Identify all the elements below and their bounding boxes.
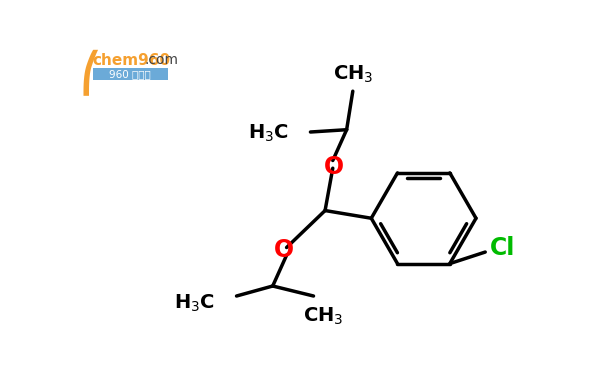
Text: chem960: chem960 bbox=[93, 53, 171, 68]
Text: CH$_3$: CH$_3$ bbox=[333, 64, 374, 85]
Text: ⎛: ⎛ bbox=[81, 50, 100, 96]
Text: Cl: Cl bbox=[490, 236, 515, 260]
Text: H$_3$C: H$_3$C bbox=[174, 293, 215, 314]
Text: O: O bbox=[273, 238, 293, 262]
Text: O: O bbox=[324, 154, 344, 178]
FancyBboxPatch shape bbox=[93, 68, 168, 80]
Text: .com: .com bbox=[144, 53, 178, 67]
Text: CH$_3$: CH$_3$ bbox=[302, 306, 343, 327]
Text: 960 化工网: 960 化工网 bbox=[110, 69, 151, 79]
Text: H$_3$C: H$_3$C bbox=[248, 123, 289, 144]
